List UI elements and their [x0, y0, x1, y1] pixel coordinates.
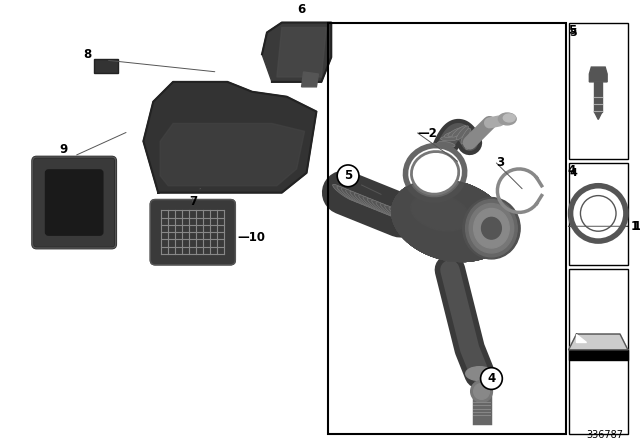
FancyBboxPatch shape: [150, 199, 236, 265]
Ellipse shape: [412, 151, 459, 194]
Polygon shape: [301, 72, 319, 87]
Ellipse shape: [435, 147, 451, 155]
Ellipse shape: [481, 217, 501, 239]
Ellipse shape: [392, 179, 508, 262]
Ellipse shape: [456, 126, 468, 140]
Text: 5: 5: [344, 169, 352, 182]
Polygon shape: [277, 27, 326, 77]
Ellipse shape: [392, 179, 508, 262]
Ellipse shape: [380, 203, 403, 220]
Ellipse shape: [363, 197, 386, 213]
Bar: [595, 82, 602, 112]
Ellipse shape: [474, 208, 509, 248]
Text: 4: 4: [568, 164, 576, 177]
Polygon shape: [568, 350, 628, 360]
Text: 7: 7: [189, 194, 198, 207]
Ellipse shape: [444, 131, 461, 138]
Ellipse shape: [393, 180, 507, 261]
Ellipse shape: [428, 172, 438, 188]
Ellipse shape: [438, 142, 455, 147]
Polygon shape: [262, 22, 332, 82]
Polygon shape: [160, 124, 305, 186]
Ellipse shape: [372, 200, 395, 217]
Ellipse shape: [392, 179, 508, 262]
Circle shape: [570, 186, 626, 241]
Ellipse shape: [466, 199, 517, 257]
Ellipse shape: [367, 198, 390, 215]
Circle shape: [580, 196, 616, 231]
Ellipse shape: [466, 366, 493, 380]
Ellipse shape: [392, 179, 508, 262]
Ellipse shape: [392, 179, 508, 262]
Polygon shape: [595, 112, 602, 120]
Bar: [328, 22, 566, 434]
Ellipse shape: [448, 127, 464, 136]
Text: 6: 6: [298, 3, 306, 16]
Ellipse shape: [389, 207, 412, 224]
Ellipse shape: [392, 179, 508, 262]
Polygon shape: [577, 334, 586, 342]
Ellipse shape: [392, 179, 508, 262]
Ellipse shape: [430, 163, 443, 177]
Ellipse shape: [358, 195, 381, 211]
Text: —10: —10: [237, 231, 266, 244]
Ellipse shape: [355, 193, 377, 210]
Ellipse shape: [474, 383, 490, 399]
Ellipse shape: [463, 198, 520, 259]
FancyBboxPatch shape: [33, 157, 116, 248]
Bar: [568, 163, 628, 265]
Text: 4: 4: [487, 372, 495, 385]
Ellipse shape: [469, 203, 514, 253]
Text: 3: 3: [497, 156, 504, 169]
Ellipse shape: [440, 136, 458, 141]
Polygon shape: [143, 82, 316, 193]
Ellipse shape: [452, 125, 467, 137]
Bar: [94, 59, 118, 73]
Ellipse shape: [503, 114, 515, 122]
Text: 4: 4: [570, 168, 577, 178]
Ellipse shape: [426, 182, 434, 199]
Ellipse shape: [350, 191, 373, 208]
FancyBboxPatch shape: [45, 170, 103, 235]
Text: 8: 8: [83, 47, 91, 61]
Ellipse shape: [392, 179, 508, 262]
Bar: [568, 269, 628, 434]
Ellipse shape: [406, 146, 465, 200]
Bar: [568, 22, 628, 159]
Ellipse shape: [392, 179, 508, 262]
Ellipse shape: [346, 190, 369, 206]
Ellipse shape: [341, 188, 364, 204]
Ellipse shape: [465, 133, 472, 150]
Ellipse shape: [392, 179, 508, 262]
Ellipse shape: [433, 155, 447, 166]
Polygon shape: [568, 334, 628, 350]
Text: 5: 5: [568, 24, 576, 37]
Circle shape: [481, 368, 502, 389]
Ellipse shape: [392, 179, 508, 262]
Ellipse shape: [376, 202, 399, 219]
Text: 1: 1: [633, 220, 640, 233]
Polygon shape: [589, 67, 607, 82]
Text: 1: 1: [631, 220, 639, 233]
Text: 9: 9: [59, 142, 67, 155]
Ellipse shape: [392, 179, 508, 262]
Ellipse shape: [461, 128, 470, 144]
Circle shape: [337, 165, 359, 187]
Text: —2: —2: [417, 127, 437, 140]
Text: 336787: 336787: [586, 430, 623, 440]
Text: 5: 5: [570, 27, 577, 38]
Ellipse shape: [333, 184, 356, 201]
Ellipse shape: [470, 380, 492, 402]
Ellipse shape: [385, 205, 408, 222]
Ellipse shape: [411, 194, 469, 231]
Ellipse shape: [337, 186, 360, 202]
Ellipse shape: [499, 113, 516, 125]
